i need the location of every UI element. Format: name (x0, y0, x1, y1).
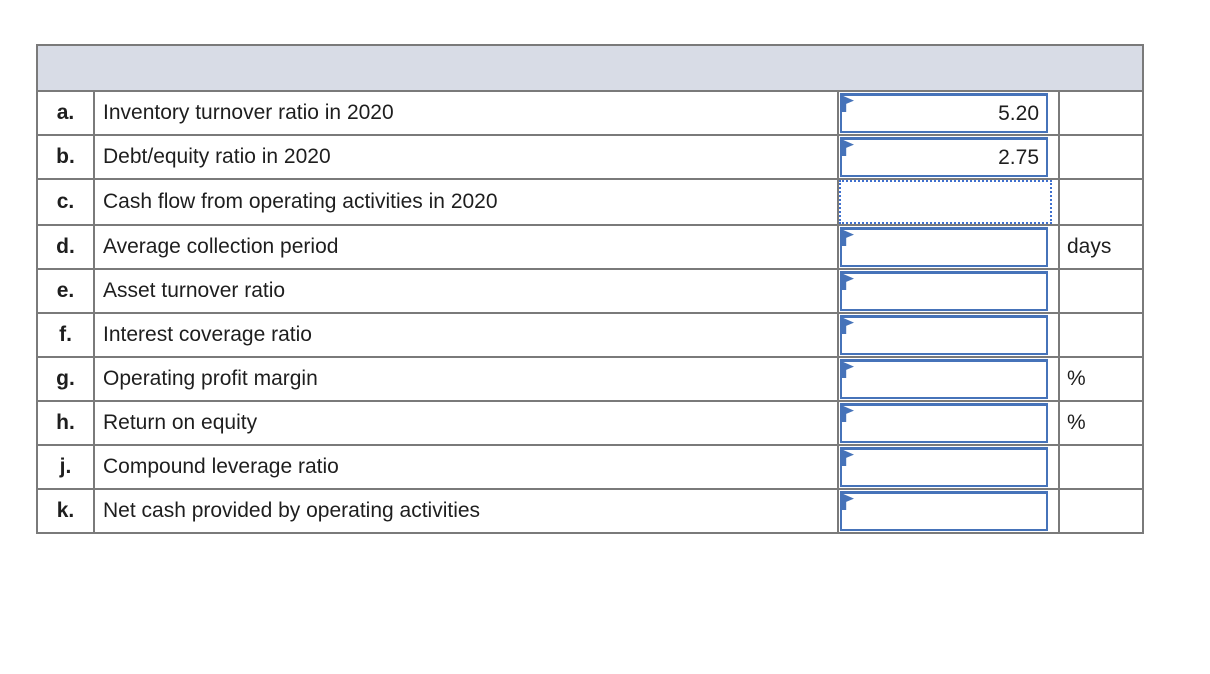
row-letter: f. (36, 312, 95, 358)
unit-label: % (1058, 356, 1144, 402)
ratios-table: a. Inventory turnover ratio in 2020 5.20… (36, 44, 1144, 534)
answer-input[interactable] (840, 447, 1048, 487)
answer-input[interactable]: 2.75 (840, 137, 1048, 177)
table-header-cell (36, 44, 1144, 92)
row-label: Net cash provided by operating activitie… (93, 488, 839, 534)
row-label: Cash flow from operating activities in 2… (93, 178, 839, 226)
flag-marker-icon (841, 449, 854, 466)
flag-marker-icon (841, 405, 854, 422)
answer-cell (837, 356, 1060, 402)
flag-marker-icon (841, 229, 854, 246)
answer-input[interactable]: 5.20 (840, 93, 1048, 133)
row-label: Inventory turnover ratio in 2020 (93, 90, 839, 136)
answer-cell (837, 178, 1060, 226)
table-row: a. Inventory turnover ratio in 2020 5.20 (36, 90, 1144, 136)
table-row: j. Compound leverage ratio (36, 444, 1144, 490)
table-row: g. Operating profit margin % (36, 356, 1144, 402)
flag-marker-icon (841, 95, 854, 112)
unit-label (1058, 488, 1144, 534)
answer-cell (837, 444, 1060, 490)
row-letter: j. (36, 444, 95, 490)
answer-cell: 2.75 (837, 134, 1060, 180)
answer-cell: 5.20 (837, 90, 1060, 136)
table-row: f. Interest coverage ratio (36, 312, 1144, 358)
row-letter: k. (36, 488, 95, 534)
answer-cell (837, 224, 1060, 270)
unit-label (1058, 268, 1144, 314)
row-letter: g. (36, 356, 95, 402)
row-letter: d. (36, 224, 95, 270)
row-letter: a. (36, 90, 95, 136)
unit-label (1058, 178, 1144, 226)
row-letter: h. (36, 400, 95, 446)
flag-marker-icon (841, 273, 854, 290)
table-row: d. Average collection period days (36, 224, 1144, 270)
flag-marker-icon (841, 317, 854, 334)
row-letter: c. (36, 178, 95, 226)
row-label: Asset turnover ratio (93, 268, 839, 314)
answer-cell (837, 400, 1060, 446)
row-letter: b. (36, 134, 95, 180)
answer-input[interactable] (840, 315, 1048, 355)
row-label: Debt/equity ratio in 2020 (93, 134, 839, 180)
answer-value: 2.75 (998, 145, 1039, 169)
row-letter: e. (36, 268, 95, 314)
table-row: e. Asset turnover ratio (36, 268, 1144, 314)
unit-label (1058, 444, 1144, 490)
answer-value: 5.20 (998, 101, 1039, 125)
unit-label (1058, 90, 1144, 136)
answer-cell (837, 312, 1060, 358)
table-row: h. Return on equity % (36, 400, 1144, 446)
answer-input[interactable] (840, 491, 1048, 531)
unit-label: days (1058, 224, 1144, 270)
unit-label: % (1058, 400, 1144, 446)
unit-label (1058, 134, 1144, 180)
answer-input-focused[interactable] (840, 181, 1052, 223)
flag-marker-icon (841, 361, 854, 378)
row-label: Average collection period (93, 224, 839, 270)
answer-input[interactable] (840, 403, 1048, 443)
flag-marker-icon (841, 139, 854, 156)
table-row: b. Debt/equity ratio in 2020 2.75 (36, 134, 1144, 180)
row-label: Return on equity (93, 400, 839, 446)
flag-marker-icon (841, 493, 854, 510)
table-row: k. Net cash provided by operating activi… (36, 488, 1144, 534)
table-row: c. Cash flow from operating activities i… (36, 178, 1144, 226)
answer-cell (837, 488, 1060, 534)
row-label: Interest coverage ratio (93, 312, 839, 358)
answer-input[interactable] (840, 227, 1048, 267)
answer-cell (837, 268, 1060, 314)
table-header-row (36, 44, 1144, 92)
row-label: Operating profit margin (93, 356, 839, 402)
unit-label (1058, 312, 1144, 358)
answer-input[interactable] (840, 359, 1048, 399)
answer-input[interactable] (840, 271, 1048, 311)
row-label: Compound leverage ratio (93, 444, 839, 490)
